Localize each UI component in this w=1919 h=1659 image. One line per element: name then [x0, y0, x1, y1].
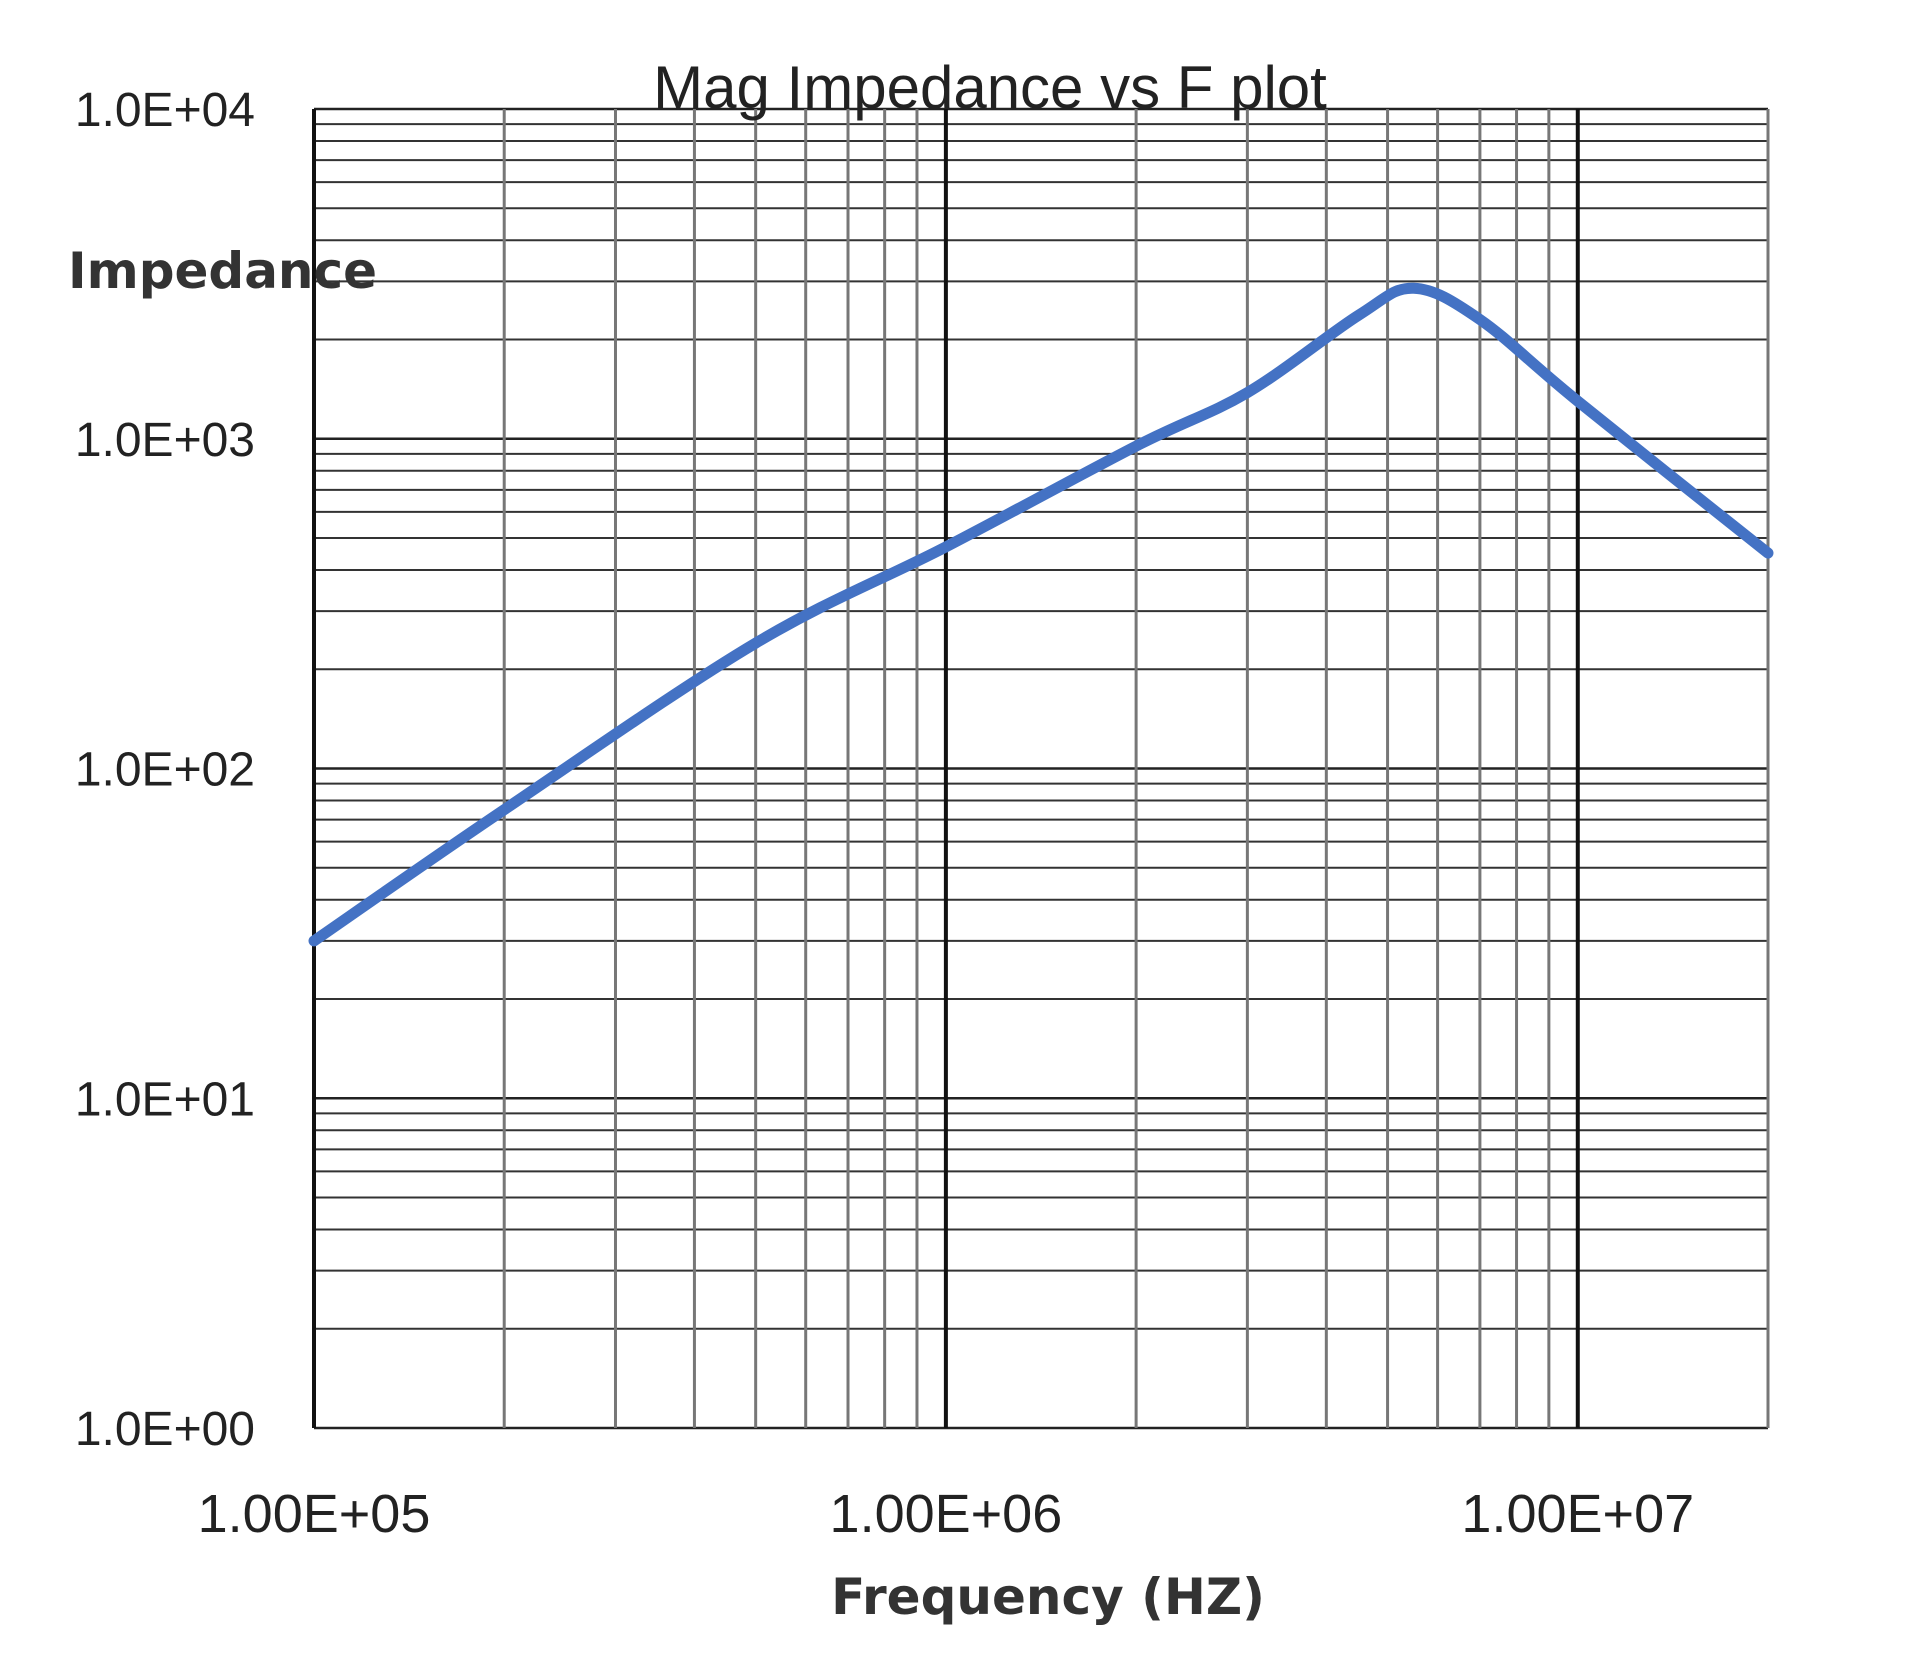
y-axis-label: Impedance	[68, 242, 377, 300]
x-tick-label: 1.00E+07	[1461, 1484, 1694, 1544]
grid	[312, 107, 1770, 1430]
x-tick-label: 1.00E+06	[830, 1484, 1063, 1544]
x-axis-label: Frequency (HZ)	[831, 1568, 1265, 1626]
x-tick-label: 1.00E+05	[198, 1484, 431, 1544]
y-tick-label: 1.0E+01	[75, 1073, 255, 1126]
chart-title: Mag Impedance vs F plot	[653, 54, 1327, 121]
y-tick-label: 1.0E+00	[75, 1403, 255, 1456]
y-tick-label: 1.0E+03	[75, 414, 255, 467]
y-tick-label: 1.0E+02	[75, 744, 255, 797]
y-tick-label: 1.0E+04	[75, 84, 255, 137]
series-line	[308, 282, 1774, 947]
